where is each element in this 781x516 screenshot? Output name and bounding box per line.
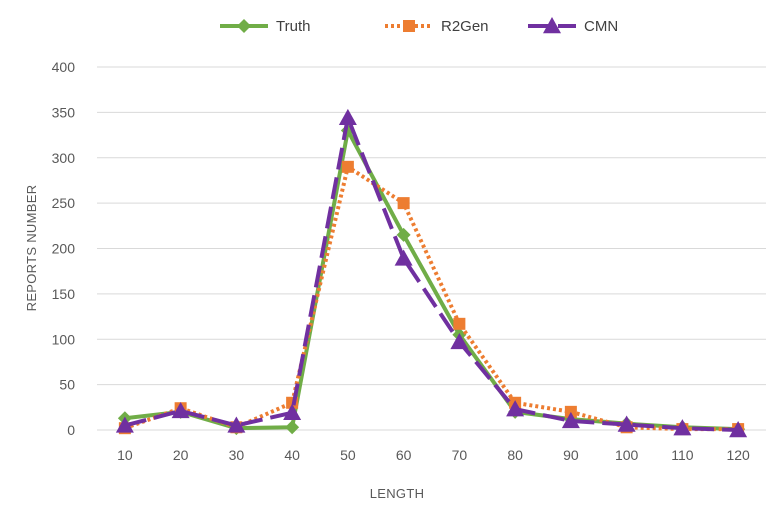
x-axis-ticks: 10 20 30 40 50 60 70 80 90 100 110 120: [117, 447, 750, 463]
grid-lines: [97, 66, 766, 431]
data-point-cmn: [617, 415, 636, 432]
legend-label: R2Gen: [441, 18, 489, 35]
x-tick-label: 80: [507, 447, 523, 463]
x-tick-label: 20: [173, 447, 189, 463]
x-tick-label: 30: [229, 447, 245, 463]
legend-swatch-marker: [403, 20, 415, 32]
y-axis-title: REPORTS NUMBER: [24, 185, 39, 312]
data-point-r2gen: [341, 160, 354, 173]
data-point-truth: [396, 227, 411, 242]
legend-label: Truth: [276, 18, 310, 35]
y-tick-label: 300: [52, 150, 76, 166]
x-tick-label: 40: [284, 447, 300, 463]
x-axis-title: LENGTH: [370, 486, 425, 501]
x-tick-label: 70: [452, 447, 468, 463]
x-tick-label: 100: [615, 447, 639, 463]
x-tick-label: 110: [671, 447, 694, 463]
series-truth: [117, 123, 746, 437]
data-point-cmn: [115, 416, 134, 433]
data-point-cmn: [506, 400, 525, 417]
legend-swatch-marker: [237, 19, 251, 33]
series-line-cmn: [124, 115, 739, 432]
x-tick-label: 120: [726, 447, 750, 463]
data-point-cmn: [338, 108, 357, 126]
legend-item-cmn: CMN: [528, 17, 618, 35]
data-point-r2gen: [397, 197, 410, 210]
x-tick-label: 90: [563, 447, 579, 463]
x-tick-label: 50: [340, 447, 356, 463]
y-tick-label: 150: [52, 286, 76, 302]
legend-swatch-marker: [543, 17, 561, 34]
x-tick-label: 60: [396, 447, 412, 463]
legend-label: CMN: [584, 18, 618, 35]
series-group: [115, 108, 748, 438]
y-tick-label: 200: [52, 241, 76, 257]
data-point-cmn: [227, 416, 246, 433]
data-point-cmn: [394, 249, 413, 266]
y-tick-label: 350: [52, 104, 76, 120]
data-point-r2gen: [564, 405, 577, 418]
data-point-cmn: [171, 401, 190, 419]
y-axis-ticks: 0 50 100 150 200 250 300 350 400: [52, 59, 76, 438]
legend: Truth R2Gen CMN: [220, 17, 618, 35]
x-tick-label: 10: [117, 447, 133, 463]
data-point-cmn: [450, 332, 469, 350]
data-point-cmn: [283, 403, 302, 420]
y-tick-label: 400: [52, 59, 76, 75]
data-point-r2gen: [453, 317, 466, 330]
y-tick-label: 50: [59, 377, 75, 393]
data-point-cmn: [729, 421, 748, 438]
legend-item-truth: Truth: [220, 18, 310, 35]
y-tick-label: 250: [52, 195, 76, 211]
data-point-cmn: [673, 419, 692, 436]
data-point-truth: [285, 420, 300, 435]
data-point-cmn: [561, 411, 580, 429]
series-cmn: [115, 108, 748, 438]
legend-item-r2gen: R2Gen: [385, 18, 489, 35]
y-tick-label: 100: [52, 331, 76, 347]
y-tick-label: 0: [67, 422, 75, 438]
